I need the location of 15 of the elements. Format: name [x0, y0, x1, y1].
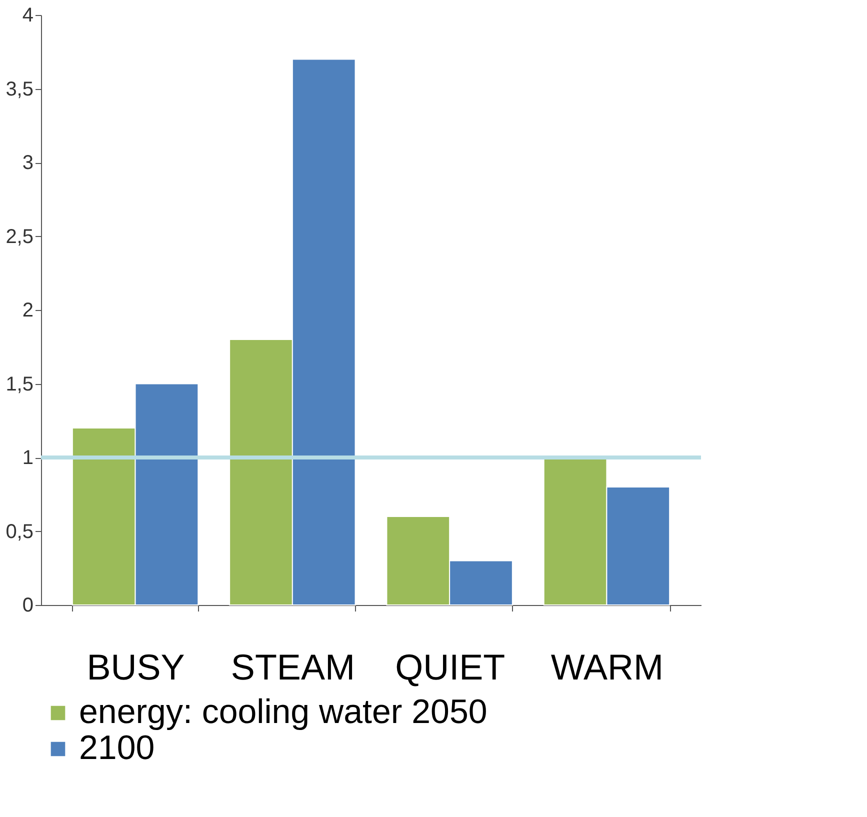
x-tick-label: WARM — [550, 646, 664, 688]
y-tick-label: 1,5 — [6, 373, 34, 396]
y-tick-label: 0 — [22, 594, 34, 616]
legend-label: 2100 — [79, 729, 155, 767]
y-tick-label: 2 — [22, 300, 34, 322]
y-tick-label: 2,5 — [6, 226, 34, 248]
y-tick-label: 3,5 — [6, 78, 34, 100]
x-tick-label: QUIET — [395, 646, 506, 688]
x-tick-label: STEAM — [230, 646, 355, 688]
y-tick-label: 0,5 — [6, 520, 34, 543]
y-tick-label: 4 — [22, 4, 34, 26]
legend-label: energy: cooling water 2050 — [79, 693, 488, 731]
x-tick-label: BUSY — [86, 646, 185, 688]
y-tick-label: 1 — [22, 447, 34, 469]
y-tick-label: 3 — [22, 152, 34, 174]
